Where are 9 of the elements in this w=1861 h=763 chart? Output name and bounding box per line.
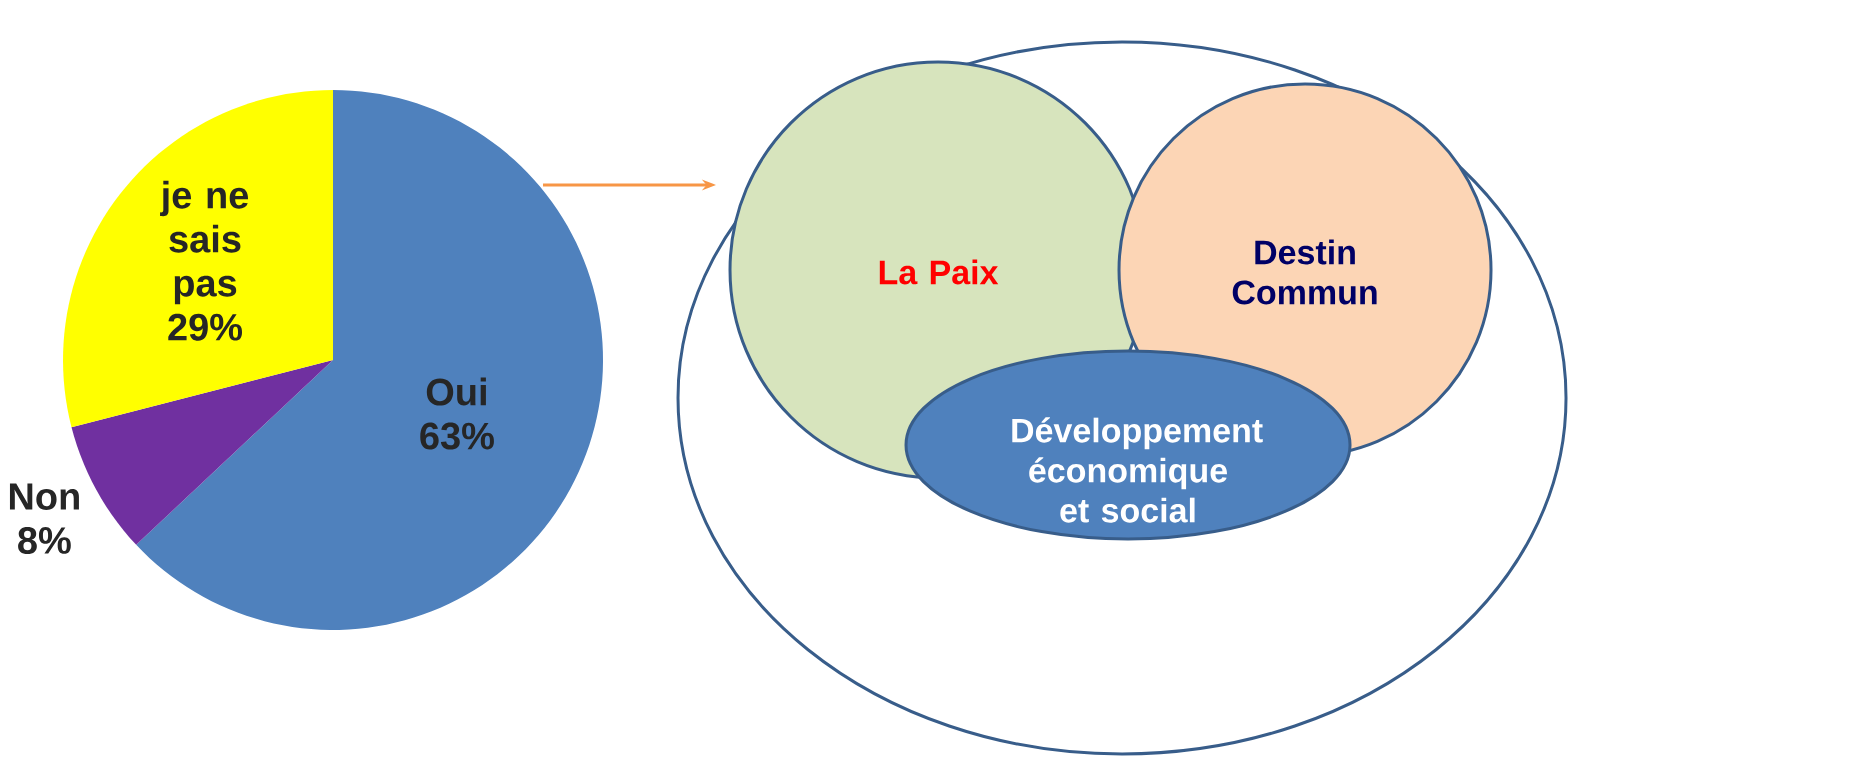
slice-label: Non	[9, 483, 79, 510]
text: Destin Commun	[1232, 239, 1377, 305]
data-label: 63%	[420, 422, 494, 450]
slice-label: Oui	[426, 377, 486, 406]
text: La Paix	[879, 259, 999, 285]
data-label: 8%	[18, 527, 71, 554]
text: Développement économique et social	[1012, 417, 1263, 523]
slice-label: je ne sais pas	[160, 180, 249, 305]
data-label: 29%	[168, 313, 243, 341]
